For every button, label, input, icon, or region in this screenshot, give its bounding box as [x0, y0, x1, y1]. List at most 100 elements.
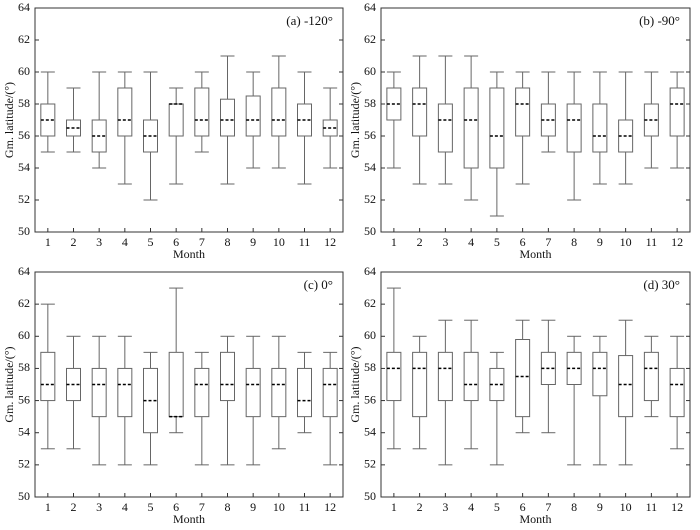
y-tick-label: 62: [18, 296, 30, 310]
x-tick-label: 5: [148, 235, 154, 249]
y-tick-label: 56: [18, 392, 30, 406]
panel-title: (a) -120°: [286, 13, 333, 28]
x-tick-label: 6: [173, 235, 179, 249]
x-tick-label: 11: [299, 235, 311, 249]
y-tick-label: 58: [18, 360, 30, 374]
box: [437, 351, 453, 402]
x-tick-label: 6: [520, 500, 526, 514]
x-tick-label: 3: [96, 235, 102, 249]
x-tick-label: 12: [324, 500, 336, 514]
x-tick-label: 2: [71, 500, 77, 514]
y-tick-label: 64: [18, 0, 30, 14]
box: [271, 87, 287, 137]
x-tick-label: 10: [620, 235, 632, 249]
box: [515, 87, 531, 137]
y-tick-label: 52: [18, 192, 30, 206]
box: [322, 367, 338, 418]
x-tick-label: 5: [494, 235, 500, 249]
x-tick-label: 9: [250, 500, 256, 514]
x-tick-label: 6: [173, 500, 179, 514]
panel-title: (d) 30°: [643, 277, 680, 292]
x-tick-label: 10: [273, 500, 285, 514]
x-tick-label: 7: [199, 500, 205, 514]
x-tick-label: 8: [225, 235, 231, 249]
box: [117, 87, 133, 137]
box: [386, 351, 402, 402]
y-tick-label: 50: [364, 489, 376, 503]
y-tick-label: 54: [18, 160, 30, 174]
box: [618, 355, 634, 418]
plot-frame: [34, 271, 344, 498]
x-tick-label: 2: [417, 235, 423, 249]
x-tick-label: 3: [442, 235, 448, 249]
x-tick-label: 12: [324, 235, 336, 249]
x-tick-label: 12: [671, 500, 683, 514]
y-tick-label: 58: [18, 96, 30, 110]
x-tick-label: 11: [299, 500, 311, 514]
box: [220, 98, 235, 137]
box: [592, 351, 608, 397]
y-tick-label: 58: [364, 96, 376, 110]
y-axis-label: Gm. latitude/(°): [348, 82, 362, 158]
x-axis-label: Month: [519, 512, 551, 526]
plot-frame: [34, 7, 344, 233]
y-axis-label: Gm. latitude/(°): [348, 346, 362, 422]
box: [271, 367, 287, 418]
y-tick-label: 60: [18, 64, 30, 78]
y-tick-label: 60: [364, 328, 376, 342]
x-tick-label: 8: [225, 500, 231, 514]
box: [412, 87, 428, 137]
y-tick-label: 62: [364, 32, 376, 46]
panel-title: (b) -90°: [639, 13, 680, 28]
x-tick-label: 1: [45, 235, 51, 249]
box: [168, 351, 184, 418]
box: [168, 103, 184, 137]
x-tick-label: 9: [597, 235, 603, 249]
box: [297, 367, 312, 418]
y-tick-label: 58: [364, 360, 376, 374]
x-tick-label: 7: [199, 235, 205, 249]
box: [245, 367, 261, 418]
x-tick-label: 3: [442, 500, 448, 514]
x-tick-label: 1: [45, 500, 51, 514]
x-tick-label: 7: [545, 500, 551, 514]
x-tick-label: 9: [597, 500, 603, 514]
box: [515, 339, 531, 418]
box: [91, 367, 107, 418]
y-tick-label: 54: [364, 160, 376, 174]
x-tick-label: 7: [545, 235, 551, 249]
x-tick-label: 8: [571, 500, 577, 514]
x-tick-label: 6: [520, 235, 526, 249]
x-axis-label: Month: [173, 512, 205, 526]
x-tick-label: 2: [417, 500, 423, 514]
y-tick-label: 52: [364, 192, 376, 206]
x-tick-label: 5: [494, 500, 500, 514]
y-axis-label: Gm. latitude/(°): [2, 82, 16, 158]
box: [669, 87, 685, 137]
box: [463, 87, 479, 169]
box: [463, 351, 479, 402]
box: [592, 103, 608, 153]
plot-frame: [380, 271, 691, 498]
x-tick-label: 9: [250, 235, 256, 249]
x-axis-label: Month: [173, 247, 205, 261]
y-tick-label: 60: [364, 64, 376, 78]
y-tick-label: 54: [364, 424, 376, 438]
y-axis-label: Gm. latitude/(°): [2, 346, 16, 422]
x-axis-label: Month: [519, 247, 551, 261]
box: [117, 367, 133, 418]
y-tick-label: 56: [364, 128, 376, 142]
x-tick-label: 4: [468, 235, 474, 249]
box: [40, 351, 56, 402]
x-tick-label: 1: [391, 235, 397, 249]
box: [412, 351, 428, 418]
x-tick-label: 11: [646, 235, 658, 249]
x-tick-label: 12: [671, 235, 683, 249]
x-tick-label: 8: [571, 235, 577, 249]
x-tick-label: 4: [122, 235, 128, 249]
x-tick-label: 1: [391, 500, 397, 514]
y-tick-label: 52: [364, 457, 376, 471]
y-tick-label: 64: [364, 0, 376, 14]
x-tick-label: 4: [468, 500, 474, 514]
